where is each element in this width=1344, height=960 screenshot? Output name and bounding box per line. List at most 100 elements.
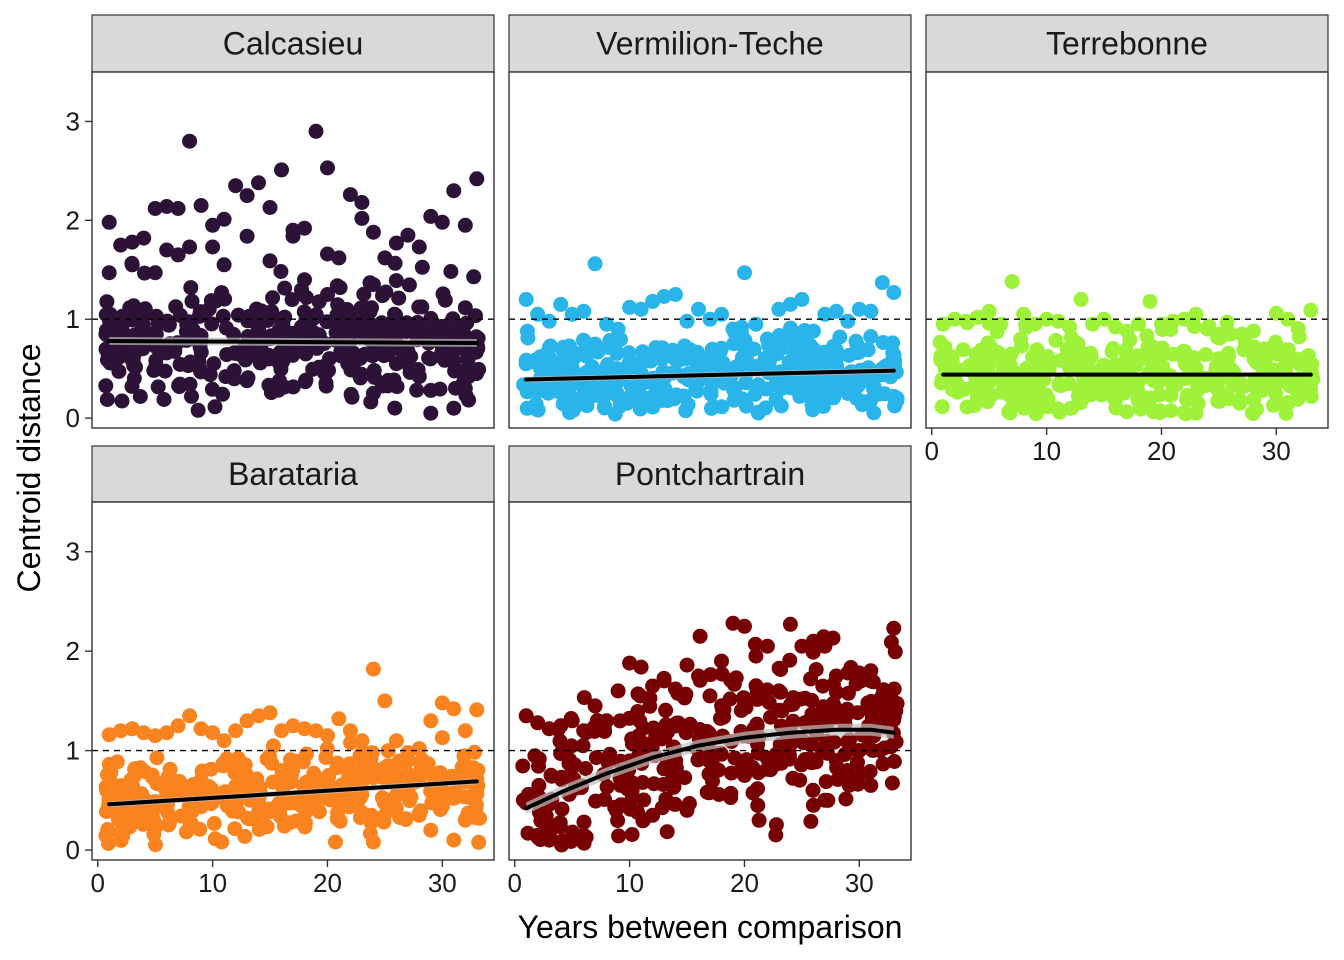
data-point	[1219, 314, 1235, 330]
data-point	[949, 376, 965, 392]
data-point	[1027, 316, 1043, 332]
data-point	[981, 352, 997, 368]
data-point	[124, 257, 140, 273]
facet-label: Calcasieu	[223, 26, 364, 62]
data-point	[527, 352, 543, 368]
data-point	[863, 777, 879, 793]
data-point	[249, 771, 265, 787]
data-point	[746, 341, 762, 357]
data-point	[550, 380, 566, 396]
data-point	[656, 761, 672, 777]
data-point	[828, 668, 844, 684]
data-point	[955, 342, 971, 358]
data-point	[1083, 345, 1098, 361]
data-point	[98, 378, 114, 394]
data-point	[1061, 376, 1077, 392]
data-point	[723, 765, 739, 781]
data-point	[374, 790, 390, 806]
data-point	[318, 375, 334, 391]
data-point	[461, 392, 477, 408]
data-point	[818, 774, 834, 790]
panel-marks	[98, 123, 487, 421]
data-point	[98, 828, 114, 844]
data-point	[159, 242, 175, 258]
data-point	[297, 721, 312, 737]
data-point	[457, 812, 473, 828]
data-point	[1165, 313, 1181, 329]
data-point	[1163, 403, 1179, 419]
data-point	[378, 284, 394, 300]
data-point	[771, 702, 787, 718]
data-point	[1004, 274, 1020, 290]
data-point	[1004, 400, 1020, 416]
data-point	[805, 782, 821, 798]
data-point	[320, 287, 335, 302]
data-point	[285, 379, 301, 395]
data-point	[264, 304, 280, 319]
data-point	[1142, 293, 1158, 309]
data-point	[308, 123, 324, 139]
data-point	[851, 743, 867, 759]
data-point	[101, 214, 117, 230]
data-point	[635, 351, 651, 367]
data-point	[262, 253, 278, 269]
data-point	[328, 834, 343, 850]
data-point	[305, 324, 321, 340]
data-point	[645, 293, 661, 309]
data-point	[734, 391, 750, 407]
data-point	[446, 400, 462, 416]
data-point	[1211, 326, 1227, 342]
facet-label: Barataria	[228, 456, 358, 492]
data-point	[446, 701, 462, 717]
data-point	[147, 728, 163, 744]
x-tick-label: 10	[1032, 436, 1061, 466]
data-point	[237, 757, 253, 773]
data-point	[815, 678, 831, 694]
data-point	[1234, 326, 1250, 342]
data-point	[1013, 374, 1029, 390]
data-point	[785, 713, 801, 729]
data-point	[102, 355, 118, 371]
data-point	[1062, 319, 1078, 335]
data-point	[634, 376, 650, 392]
data-point	[150, 379, 166, 395]
data-point	[872, 743, 888, 759]
data-point	[411, 807, 427, 823]
data-point	[365, 277, 381, 293]
data-point	[205, 217, 221, 233]
data-point	[610, 683, 626, 699]
data-point	[320, 728, 335, 744]
data-point	[737, 265, 752, 281]
data-point	[334, 796, 350, 812]
data-point	[218, 320, 234, 336]
data-point	[1257, 341, 1273, 357]
data-point	[809, 382, 824, 398]
data-point	[782, 652, 798, 668]
data-point	[1277, 358, 1293, 374]
x-tick-label: 20	[313, 868, 342, 898]
data-point	[400, 745, 416, 761]
data-point	[984, 387, 999, 403]
data-point	[828, 303, 844, 319]
data-point	[886, 754, 902, 769]
data-point	[215, 386, 230, 402]
data-point	[1222, 326, 1238, 342]
data-point	[736, 690, 752, 706]
data-point	[875, 756, 891, 772]
data-point	[207, 399, 223, 415]
data-point	[659, 824, 675, 840]
data-point	[460, 369, 476, 385]
data-point	[785, 696, 801, 712]
data-point	[747, 636, 763, 652]
data-point	[552, 733, 568, 749]
data-point	[886, 712, 902, 728]
data-point	[434, 695, 450, 711]
data-point	[225, 803, 241, 819]
data-point	[263, 385, 279, 401]
data-point	[1016, 388, 1032, 404]
data-point	[240, 313, 256, 329]
data-point	[519, 400, 535, 416]
data-point	[414, 259, 430, 275]
data-point	[1130, 354, 1146, 370]
data-point	[146, 826, 162, 842]
